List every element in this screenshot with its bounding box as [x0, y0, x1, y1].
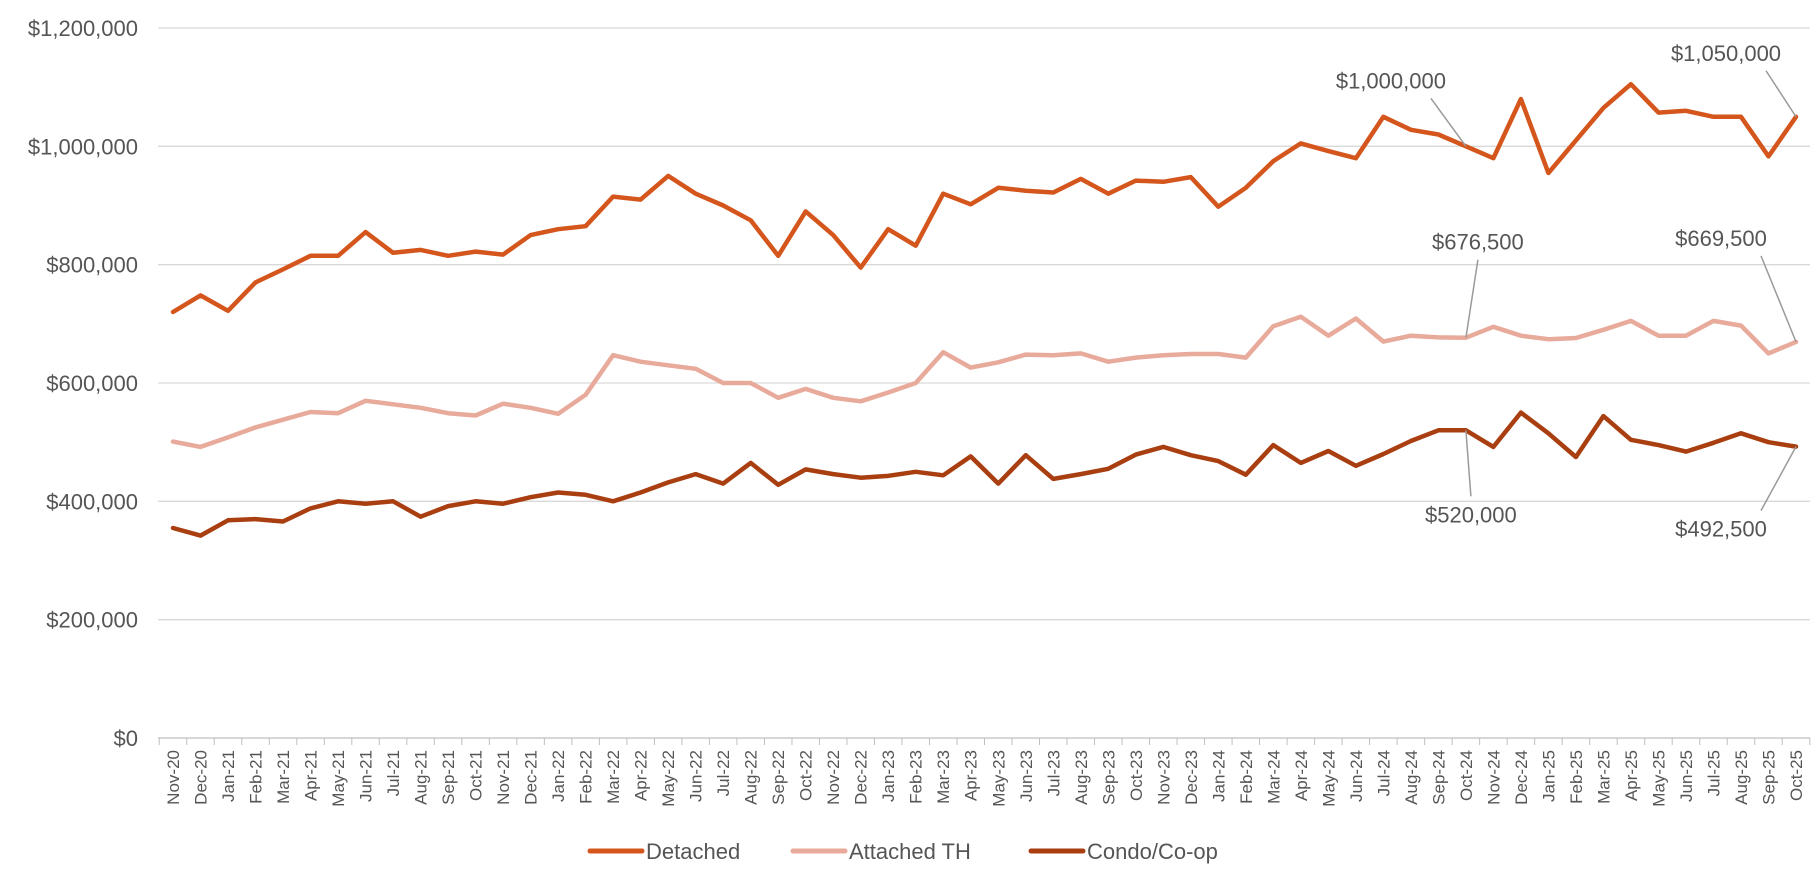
x-tick-label: Oct-21 — [467, 750, 486, 801]
x-tick-label: Sep-23 — [1099, 750, 1118, 805]
series-line-condo-co-op — [170, 410, 1799, 538]
x-tick-label: Feb-22 — [577, 750, 596, 804]
x-tick-label: Mar-25 — [1594, 750, 1613, 804]
x-tick-label: Jun-25 — [1677, 750, 1696, 802]
x-tick-label: Jan-24 — [1209, 750, 1228, 802]
x-tick-label: Mar-22 — [604, 750, 623, 804]
x-tick-label: Aug-21 — [412, 750, 431, 805]
gridlines — [158, 27, 1810, 739]
x-tick-label: Dec-20 — [192, 750, 211, 805]
x-tick-label: Jul-22 — [714, 750, 733, 796]
x-tick-label: Dec-21 — [522, 750, 541, 805]
x-tick-label: May-23 — [989, 750, 1008, 807]
x-tick-label: Jul-23 — [1044, 750, 1063, 796]
x-tick-label: Feb-23 — [907, 750, 926, 804]
annotation-label: $1,050,000 — [1671, 41, 1781, 66]
x-tick-label: Jan-23 — [879, 750, 898, 802]
x-tick-label: Jun-22 — [687, 750, 706, 802]
x-tick-label: Apr-22 — [632, 750, 651, 801]
annotations: $1,000,000 $1,050,000 $676,500 $669,500 $520… — [1336, 41, 1797, 542]
series-line-detached — [170, 81, 1799, 315]
x-tick-label: Jul-25 — [1704, 750, 1723, 796]
x-tick-label: Nov-22 — [824, 750, 843, 805]
y-axis-labels: $0 $200,000 $400,000 $600,000 $800,000 $1,000… — [28, 16, 138, 751]
x-tick-label: Mar-23 — [934, 750, 953, 804]
legend-label: Detached — [646, 839, 740, 864]
x-tick-label: Sep-24 — [1429, 750, 1448, 805]
annotation-leader-line — [1765, 70, 1797, 118]
annotation-leader-line — [1465, 430, 1472, 497]
x-tick-label: Dec-24 — [1512, 750, 1531, 805]
x-tick-label: Jun-23 — [1017, 750, 1036, 802]
x-tick-label: Sep-21 — [439, 750, 458, 805]
x-tick-label: Nov-20 — [164, 750, 183, 805]
annotation-leader-line — [1760, 255, 1797, 343]
x-tick-label: Dec-22 — [852, 750, 871, 805]
y-tick-label: $1,200,000 — [28, 16, 138, 41]
x-tick-label: Apr-21 — [302, 750, 321, 801]
x-tick-label: Aug-22 — [742, 750, 761, 805]
x-tick-label: Feb-21 — [247, 750, 266, 804]
legend: Detached Attached TH Condo/Co-op — [587, 839, 1218, 864]
x-tick-label: Oct-24 — [1457, 750, 1476, 801]
x-tick-label: Jan-21 — [219, 750, 238, 802]
x-tick-label: Feb-25 — [1567, 750, 1586, 804]
series-line-attached-th — [170, 314, 1799, 450]
y-tick-label: $800,000 — [46, 253, 138, 278]
y-tick-label: $1,000,000 — [28, 134, 138, 159]
x-tick-label: Oct-25 — [1787, 750, 1806, 801]
legend-label: Condo/Co-op — [1087, 839, 1218, 864]
y-tick-label: $400,000 — [46, 489, 138, 514]
x-tick-label: Nov-24 — [1484, 750, 1503, 805]
x-tick-label: May-22 — [659, 750, 678, 807]
x-axis: Nov-20 Dec-20 Jan-21 Feb-21 Mar-21 Apr-21 May-… — [158, 738, 1811, 807]
annotation-label: $676,500 — [1432, 230, 1524, 255]
x-tick-label: Jul-21 — [384, 750, 403, 796]
x-tick-label: Nov-21 — [494, 750, 513, 805]
annotation-label: $1,000,000 — [1336, 68, 1446, 93]
x-tick-label: May-24 — [1319, 750, 1338, 807]
x-tick-label: Aug-24 — [1402, 750, 1421, 805]
x-tick-label: Jun-24 — [1347, 750, 1366, 802]
x-tick-label: Aug-23 — [1072, 750, 1091, 805]
x-tick-label: Sep-25 — [1759, 750, 1778, 805]
legend-label: Attached TH — [849, 839, 971, 864]
x-tick-label: Sep-22 — [769, 750, 788, 805]
x-tick-label: Mar-24 — [1264, 750, 1283, 804]
x-tick-label: Feb-24 — [1237, 750, 1256, 804]
y-tick-label: $200,000 — [46, 608, 138, 633]
x-tick-label: Jun-21 — [357, 750, 376, 802]
x-tick-label: Jan-22 — [549, 750, 568, 802]
annotation-leader-line — [1465, 259, 1479, 338]
x-tick-label: Apr-24 — [1292, 750, 1311, 801]
annotation-label: $520,000 — [1425, 502, 1517, 527]
x-tick-label: Jan-25 — [1539, 750, 1558, 802]
annotation-label: $669,500 — [1675, 226, 1767, 251]
x-tick-label: May-21 — [329, 750, 348, 807]
x-tick-label: Dec-23 — [1182, 750, 1201, 805]
y-tick-label: $600,000 — [46, 371, 138, 396]
x-tick-label: Aug-25 — [1732, 750, 1751, 805]
x-tick-label: Apr-25 — [1622, 750, 1641, 801]
annotation-leader-line — [1430, 97, 1467, 147]
annotation-leader-line — [1760, 446, 1797, 511]
series-lines — [170, 81, 1799, 538]
x-tick-label: Mar-21 — [274, 750, 293, 804]
x-tick-label: Oct-22 — [797, 750, 816, 801]
x-tick-label: Jul-24 — [1374, 750, 1393, 796]
x-tick-label: May-25 — [1649, 750, 1668, 807]
x-tick-label: Oct-23 — [1127, 750, 1146, 801]
x-tick-label: Apr-23 — [962, 750, 981, 801]
y-tick-label: $0 — [114, 726, 138, 751]
annotation-label: $492,500 — [1675, 517, 1767, 542]
x-tick-label: Nov-23 — [1154, 750, 1173, 805]
